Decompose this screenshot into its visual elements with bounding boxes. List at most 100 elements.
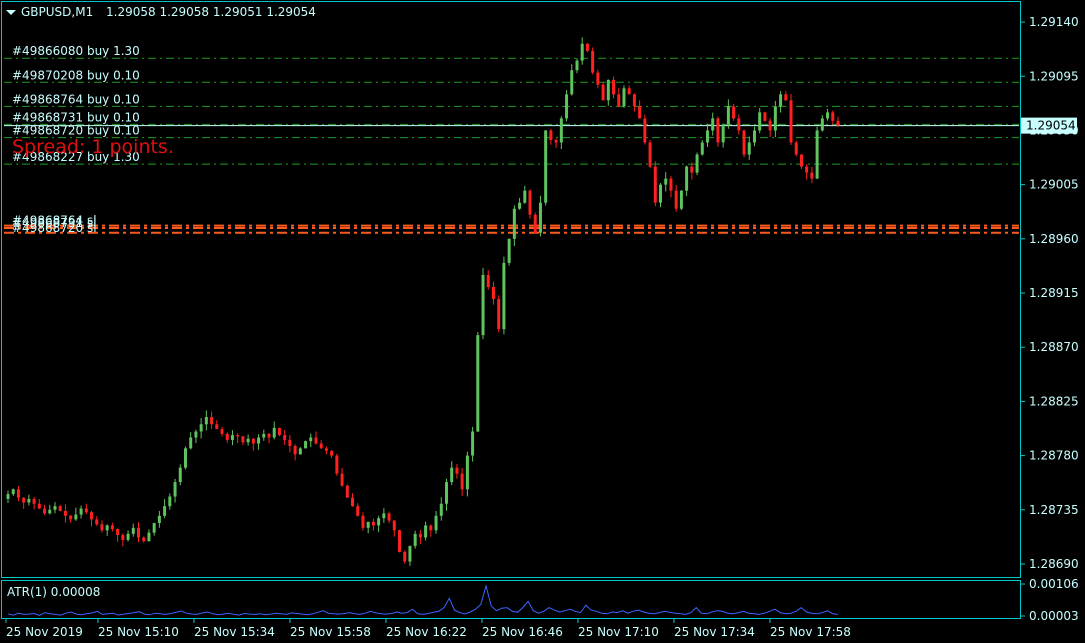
candle-body: [471, 431, 475, 456]
candle-body: [601, 84, 605, 101]
symbol-label: GBPUSD,M1: [21, 5, 93, 19]
candle-body: [429, 525, 433, 531]
candle-body: [815, 130, 819, 179]
candle-body: [622, 88, 626, 107]
candle: [173, 478, 177, 503]
candle-body: [11, 489, 15, 495]
candle-body: [789, 100, 793, 143]
stop-loss-label: #49868731 sl: [12, 216, 97, 230]
candle: [763, 111, 767, 122]
candle: [700, 140, 704, 156]
candle-body: [413, 533, 417, 546]
stop-loss-label: #49868720 sl: [12, 221, 97, 235]
candle: [705, 123, 709, 147]
price-tick-label: 1.29095: [1029, 69, 1079, 83]
candle-body: [121, 535, 125, 540]
candle-body: [69, 515, 73, 520]
candle-body: [95, 519, 99, 525]
candle-body: [512, 208, 516, 239]
candle-body: [465, 455, 469, 490]
candle-body: [335, 455, 339, 474]
candle-body: [632, 94, 636, 107]
chevron-down-icon[interactable]: [6, 10, 16, 15]
candle-body: [16, 489, 20, 498]
candle: [272, 421, 276, 440]
candle: [392, 520, 396, 537]
candle-body: [236, 435, 240, 437]
candle: [84, 503, 88, 515]
candle-body: [538, 202, 542, 233]
order-label: #49870208 buy 0.10: [12, 68, 140, 82]
candle: [340, 467, 344, 487]
candle: [523, 185, 527, 204]
candle-body: [711, 118, 715, 131]
candle-body: [559, 118, 563, 143]
candle: [716, 116, 720, 147]
candle-body: [768, 120, 772, 131]
candle: [815, 126, 819, 179]
candle: [257, 434, 261, 450]
candle: [533, 212, 537, 233]
candle: [90, 510, 94, 527]
candle: [251, 438, 255, 451]
candle: [366, 521, 370, 534]
candle-body: [288, 439, 292, 446]
candle: [585, 43, 589, 53]
candle: [726, 99, 730, 129]
candle: [471, 426, 475, 462]
candle-body: [163, 506, 167, 516]
candle: [403, 550, 407, 564]
candle-body: [664, 178, 668, 185]
candle-body: [726, 106, 730, 125]
candle: [335, 453, 339, 476]
candle: [622, 85, 626, 108]
candle: [121, 533, 125, 547]
candle-body: [580, 43, 584, 61]
candle: [591, 47, 595, 75]
candle-body: [366, 521, 370, 528]
candle-body: [58, 506, 62, 511]
candle-body: [690, 166, 694, 173]
candle: [518, 197, 522, 210]
price-tick-label: 1.28735: [1029, 503, 1079, 517]
candle-body: [460, 473, 464, 490]
candle: [612, 76, 616, 99]
candle: [6, 490, 10, 503]
order-label: #49866080 buy 1.30: [12, 44, 140, 58]
candle-body: [763, 112, 767, 121]
atr-panel-frame: [1, 580, 1021, 619]
candle-body: [215, 424, 219, 430]
order-lines-layer: #49866080 buy 1.30 #49870208 buy 0.10 #498…: [4, 44, 1019, 235]
candle: [387, 511, 391, 524]
atr-indicator-layer: [7, 583, 839, 616]
order-label: #49868764 buy 0.10: [12, 92, 140, 106]
candle: [152, 522, 156, 536]
candle: [356, 503, 360, 517]
candle-body: [742, 130, 746, 155]
candle-body: [434, 515, 438, 531]
candle: [690, 162, 694, 180]
candle-body: [606, 79, 610, 101]
candle-body: [810, 172, 814, 179]
price-tick-label: 1.28780: [1029, 449, 1079, 463]
candle: [22, 497, 26, 509]
candle: [230, 430, 234, 446]
candle: [183, 446, 187, 470]
time-tick-label: 25 Nov 17:10: [578, 625, 659, 639]
candle-body: [507, 238, 511, 263]
candle-body: [403, 551, 407, 562]
candle-body: [361, 515, 365, 528]
candle: [351, 493, 355, 507]
candle-body: [152, 523, 156, 533]
candle-body: [591, 50, 595, 73]
time-tick-label: 25 Nov 17:34: [674, 625, 755, 639]
price-tick-label: 1.28690: [1029, 557, 1079, 571]
candle: [491, 281, 495, 305]
candle-body: [314, 437, 318, 444]
candle: [580, 37, 584, 65]
candle: [413, 530, 417, 549]
candle: [304, 440, 308, 449]
candle-body: [147, 532, 151, 542]
candle-body: [340, 473, 344, 486]
